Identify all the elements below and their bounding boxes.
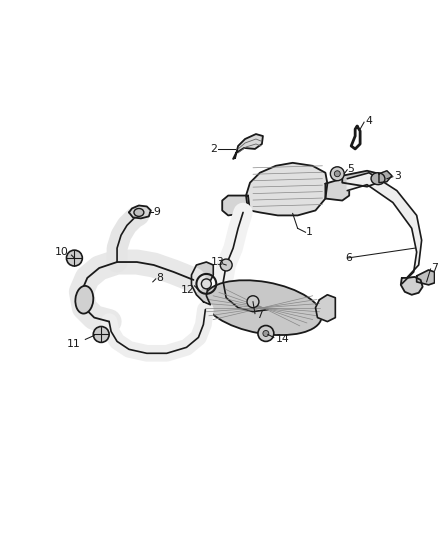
Text: 13: 13 bbox=[210, 257, 224, 267]
Text: 14: 14 bbox=[276, 334, 290, 344]
Polygon shape bbox=[315, 295, 336, 321]
Circle shape bbox=[263, 330, 269, 336]
Text: 7: 7 bbox=[256, 310, 263, 320]
Text: 3: 3 bbox=[394, 171, 401, 181]
Circle shape bbox=[247, 296, 259, 308]
Text: 12: 12 bbox=[180, 285, 194, 295]
Text: 7: 7 bbox=[431, 263, 438, 273]
Text: 6: 6 bbox=[345, 253, 352, 263]
Polygon shape bbox=[379, 171, 392, 183]
Ellipse shape bbox=[371, 173, 385, 184]
Polygon shape bbox=[417, 270, 434, 285]
Ellipse shape bbox=[134, 208, 144, 216]
Text: 8: 8 bbox=[156, 273, 162, 283]
Polygon shape bbox=[246, 163, 327, 215]
Ellipse shape bbox=[204, 280, 321, 335]
Polygon shape bbox=[129, 206, 151, 219]
Text: 5: 5 bbox=[347, 164, 354, 174]
Polygon shape bbox=[342, 171, 379, 187]
Text: 1: 1 bbox=[306, 227, 312, 237]
Circle shape bbox=[93, 327, 109, 342]
Text: 10: 10 bbox=[55, 247, 68, 257]
Circle shape bbox=[334, 171, 340, 177]
Circle shape bbox=[67, 250, 82, 266]
Polygon shape bbox=[233, 134, 263, 159]
Polygon shape bbox=[325, 179, 349, 200]
Circle shape bbox=[220, 259, 232, 271]
Polygon shape bbox=[222, 196, 250, 215]
Circle shape bbox=[330, 167, 344, 181]
Polygon shape bbox=[401, 277, 423, 295]
Polygon shape bbox=[191, 262, 213, 305]
Circle shape bbox=[201, 279, 211, 289]
Polygon shape bbox=[347, 173, 422, 284]
Text: 4: 4 bbox=[365, 116, 372, 126]
Ellipse shape bbox=[75, 286, 93, 313]
Text: 11: 11 bbox=[67, 340, 80, 349]
Text: 2: 2 bbox=[210, 144, 217, 154]
Text: 9: 9 bbox=[154, 207, 161, 217]
Circle shape bbox=[258, 326, 274, 342]
